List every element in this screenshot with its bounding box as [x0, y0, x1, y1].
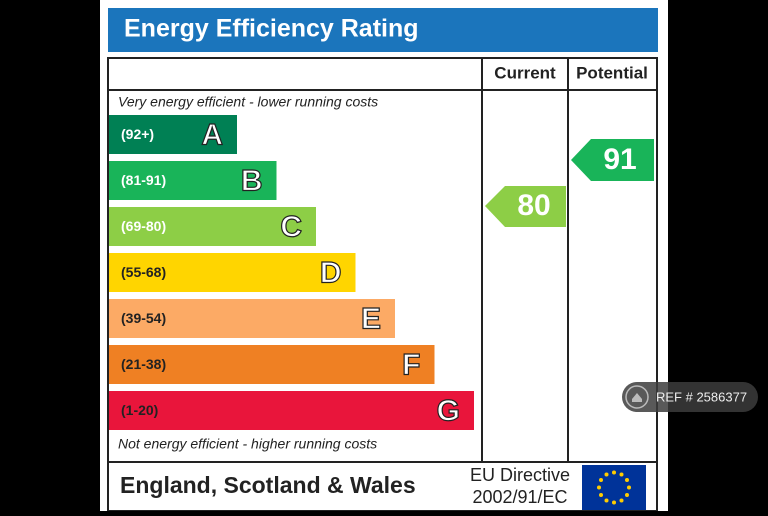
ref-text: REF # 2586377	[656, 389, 747, 404]
star	[597, 485, 601, 490]
bands: (92+) A (81-91) B (69-80) C (55-68) D (39-54) E (2…	[109, 115, 474, 430]
band-bar	[109, 161, 277, 200]
band-letter: B	[241, 164, 263, 197]
band-bar	[109, 345, 435, 384]
band-letter: G	[437, 394, 460, 427]
band-letter: C	[280, 210, 302, 243]
band-range: (39-54)	[121, 310, 166, 326]
title: Energy Efficiency Rating	[124, 15, 419, 43]
star	[604, 472, 609, 477]
star	[627, 485, 631, 490]
column-header: Current	[494, 63, 556, 82]
band-letter: D	[320, 256, 342, 289]
directive-line: 2002/91/EC	[472, 487, 567, 507]
band-bar	[109, 299, 395, 338]
band-bar	[109, 253, 356, 292]
band-range: (21-38)	[121, 356, 166, 372]
band-range: (81-91)	[121, 172, 166, 188]
band-letter: A	[201, 118, 223, 151]
band-bar	[109, 391, 474, 430]
current-rating: 80	[517, 189, 550, 222]
column-header: Potential	[576, 63, 648, 82]
band-range: (55-68)	[121, 264, 166, 280]
directive-line: EU Directive	[470, 465, 570, 485]
band-letter: E	[361, 302, 381, 335]
title-bar	[108, 8, 658, 52]
bottom-note: Not energy efficient - higher running co…	[118, 436, 377, 452]
star	[624, 493, 629, 497]
star	[599, 493, 604, 497]
home-icon	[632, 393, 642, 402]
star	[619, 498, 624, 503]
eu-stars	[597, 470, 631, 505]
band-bar	[109, 207, 316, 246]
potential-rating: 91	[603, 143, 636, 176]
band-bar	[109, 115, 237, 154]
region: England, Scotland & Wales	[120, 472, 416, 498]
star	[612, 470, 616, 475]
star	[619, 472, 624, 477]
band-range: (1-20)	[121, 402, 158, 418]
star	[599, 478, 604, 482]
ref-icon	[625, 385, 649, 409]
star	[604, 498, 609, 503]
top-note: Very energy efficient - lower running co…	[118, 94, 378, 110]
band-letter: F	[402, 348, 420, 381]
ref-pill	[622, 382, 758, 412]
star	[612, 500, 616, 505]
potential-arrow	[571, 139, 654, 181]
band-range: (92+)	[121, 126, 154, 142]
band-range: (69-80)	[121, 218, 166, 234]
current-arrow	[485, 186, 566, 227]
star	[624, 478, 629, 482]
